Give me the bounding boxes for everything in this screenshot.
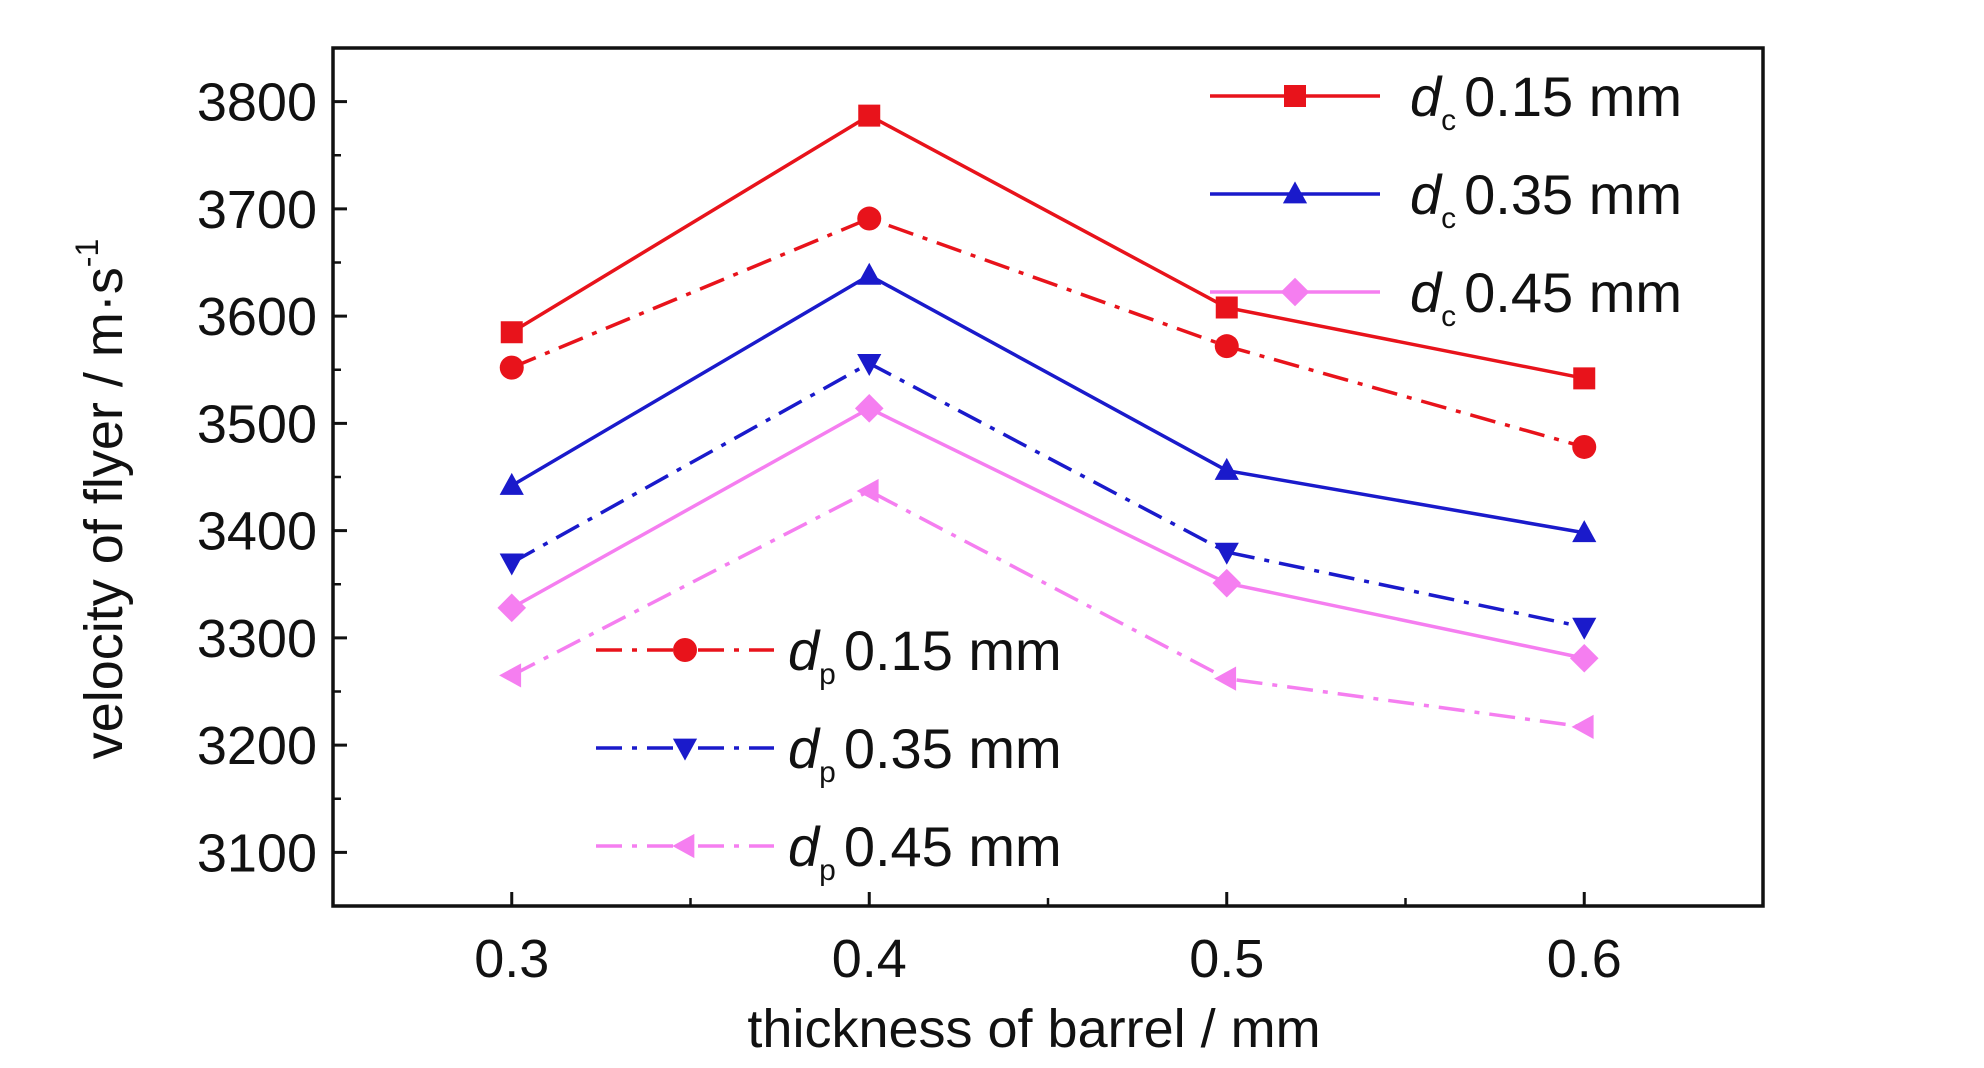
data-point bbox=[1572, 617, 1597, 640]
legend-subscript: p bbox=[819, 658, 836, 691]
legend-subscript: c bbox=[1441, 104, 1456, 137]
legend-label: dc 0.15 mm bbox=[1410, 65, 1682, 137]
legend-entry: dp 0.15 mm bbox=[596, 619, 1062, 691]
data-point bbox=[858, 104, 881, 127]
legend-value: 0.15 mm bbox=[1464, 65, 1682, 128]
y-tick-label: 3400 bbox=[197, 502, 317, 562]
legend-value: 0.45 mm bbox=[844, 815, 1062, 878]
y-axis-title: velocity of flyer / m·s-1 bbox=[69, 239, 134, 760]
legend-value: 0.35 mm bbox=[1464, 163, 1682, 226]
legend-value: 0.45 mm bbox=[1464, 261, 1682, 324]
y-tick-label: 3200 bbox=[197, 716, 317, 776]
data-point bbox=[500, 321, 523, 344]
data-point bbox=[1569, 643, 1599, 673]
series-line bbox=[510, 488, 1585, 729]
legend-symbol: d bbox=[788, 717, 821, 780]
legend-value: 0.35 mm bbox=[844, 717, 1062, 780]
legend-entry: dc 0.15 mm bbox=[1210, 65, 1682, 137]
y-tick-label: 3100 bbox=[197, 823, 317, 883]
x-tick-label: 0.3 bbox=[474, 929, 549, 989]
legend-subscript: p bbox=[819, 854, 836, 887]
data-point bbox=[499, 663, 522, 688]
legend-entry: dp 0.45 mm bbox=[596, 815, 1062, 887]
y-axis-title-superscript: -1 bbox=[69, 239, 105, 267]
data-point bbox=[1573, 367, 1596, 390]
x-tick-label: 0.6 bbox=[1547, 929, 1622, 989]
legend-marker bbox=[1282, 181, 1308, 204]
data-point bbox=[499, 553, 524, 576]
series-line bbox=[511, 216, 1585, 449]
data-point bbox=[1214, 457, 1239, 480]
data-point bbox=[1214, 334, 1239, 359]
series-line bbox=[510, 406, 1585, 660]
legend-symbol: d bbox=[1410, 261, 1443, 324]
data-point bbox=[854, 394, 884, 423]
data-point bbox=[857, 262, 882, 285]
legend-subscript: c bbox=[1441, 202, 1456, 235]
series-5 bbox=[499, 478, 1594, 739]
y-tick-label: 3700 bbox=[197, 180, 317, 240]
legend-label: dp 0.15 mm bbox=[788, 619, 1062, 691]
legend-label: dp 0.45 mm bbox=[788, 815, 1062, 887]
series-line bbox=[510, 273, 1585, 535]
legend-symbol: d bbox=[1410, 65, 1443, 128]
y-tick-label: 3800 bbox=[197, 73, 317, 133]
legend-marker bbox=[672, 833, 695, 859]
legend-entry: dp 0.35 mm bbox=[596, 717, 1062, 789]
data-point bbox=[1572, 520, 1597, 543]
x-tick-label: 0.4 bbox=[832, 929, 907, 989]
data-point bbox=[857, 353, 882, 376]
data-point bbox=[497, 593, 527, 623]
legend-marker bbox=[673, 638, 697, 662]
data-point bbox=[1214, 666, 1237, 691]
legend-symbol: d bbox=[788, 815, 821, 878]
legend-label: dp 0.35 mm bbox=[788, 717, 1062, 789]
legend-symbol: d bbox=[788, 619, 821, 682]
legend-entry: dc 0.35 mm bbox=[1210, 163, 1682, 235]
series-1 bbox=[499, 262, 1597, 543]
data-point bbox=[1215, 296, 1238, 319]
legend-marker bbox=[1280, 277, 1310, 307]
series-3 bbox=[499, 206, 1597, 459]
data-point bbox=[499, 355, 524, 380]
y-axis-title-text: velocity of flyer / m·s bbox=[74, 267, 134, 759]
data-point bbox=[1571, 714, 1594, 739]
series-group bbox=[497, 104, 1599, 739]
axis-ticks-group: 3100 3200 3300 3400 3500 3600 3700 3800 0.3 0.4 0.… bbox=[197, 46, 1765, 989]
data-point bbox=[1212, 568, 1242, 598]
data-point bbox=[857, 206, 882, 231]
legend-label: dc 0.35 mm bbox=[1410, 163, 1682, 235]
series-4 bbox=[499, 353, 1597, 640]
data-point bbox=[499, 472, 524, 495]
data-point bbox=[1572, 434, 1597, 459]
series-line bbox=[510, 113, 1585, 381]
series-0 bbox=[500, 104, 1596, 390]
y-tick-label: 3500 bbox=[197, 394, 317, 454]
legend-entry: dc 0.45 mm bbox=[1210, 261, 1682, 333]
series-line bbox=[510, 361, 1585, 629]
legend-marker bbox=[672, 738, 698, 761]
legend-subscript: c bbox=[1441, 300, 1456, 333]
y-tick-label: 3300 bbox=[197, 609, 317, 669]
data-point bbox=[1214, 542, 1239, 565]
legend-marker bbox=[1284, 85, 1306, 107]
data-point bbox=[856, 478, 879, 504]
series-2 bbox=[497, 394, 1599, 673]
y-tick-label: 3600 bbox=[197, 287, 317, 347]
x-tick-label: 0.5 bbox=[1189, 929, 1264, 989]
legend-label: dc 0.45 mm bbox=[1410, 261, 1682, 333]
x-axis-title: thickness of barrel / mm bbox=[747, 999, 1320, 1059]
legend-symbol: d bbox=[1410, 163, 1443, 226]
legend-value: 0.15 mm bbox=[844, 619, 1062, 682]
legend-subscript: p bbox=[819, 756, 836, 789]
